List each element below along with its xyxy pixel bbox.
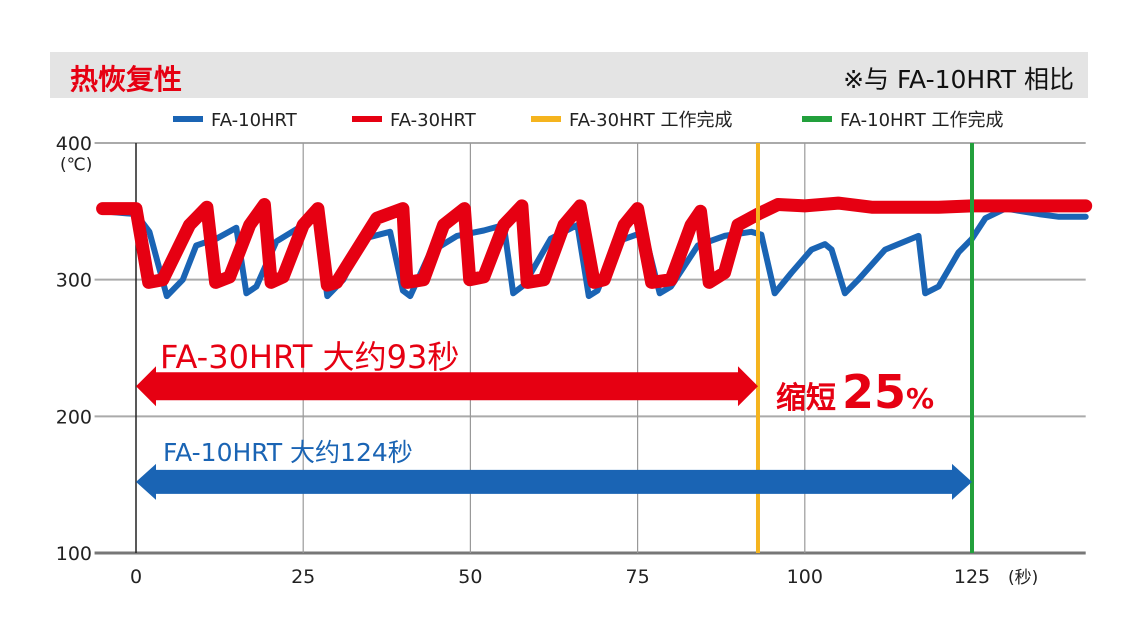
legend-swatch xyxy=(531,116,561,122)
legend-label: FA-10HRT 工作完成 xyxy=(840,110,1003,131)
blue-duration-label: FA-10HRT 大约124秒 xyxy=(163,438,413,467)
legend-label: FA-30HRT xyxy=(390,110,477,131)
reduction-label: 缩短 25% xyxy=(776,365,934,419)
legend-label: FA-30HRT 工作完成 xyxy=(569,110,732,131)
legend-swatch xyxy=(802,116,832,122)
y-axis-unit: (℃) xyxy=(60,155,92,175)
comparison-note: ※与 FA-10HRT 相比 xyxy=(843,65,1074,94)
reduction-prefix: 缩短 xyxy=(776,381,836,416)
legend-swatch xyxy=(352,116,382,122)
chart-title: 热恢复性 xyxy=(70,63,183,96)
x-tick-label: 100 xyxy=(787,566,823,588)
blue-duration-arrow xyxy=(136,463,972,500)
x-tick-label: 125 xyxy=(954,566,990,588)
y-tick-label: 200 xyxy=(56,406,92,428)
legend-label: FA-10HRT xyxy=(211,110,298,131)
y-tick-label: 100 xyxy=(56,543,92,565)
series-line-fa-30hrt xyxy=(96,196,1093,292)
legend-swatch xyxy=(173,116,203,122)
title-banner: 热恢复性 ※与 FA-10HRT 相比 xyxy=(50,52,1088,98)
y-tick-label: 400 xyxy=(56,133,92,155)
reduction-unit: % xyxy=(906,382,934,415)
x-tick-label: 0 xyxy=(130,566,142,588)
x-tick-label: 50 xyxy=(458,566,482,588)
series-line-fa-10hrt xyxy=(99,205,1089,300)
red-duration-arrow xyxy=(136,366,758,407)
reduction-value: 25 xyxy=(842,365,906,419)
x-tick-label: 25 xyxy=(291,566,315,588)
x-axis-unit: (秒) xyxy=(1008,568,1038,588)
y-tick-label: 300 xyxy=(56,270,92,292)
x-tick-label: 75 xyxy=(626,566,650,588)
red-duration-label: FA-30HRT 大约93秒 xyxy=(160,338,459,376)
